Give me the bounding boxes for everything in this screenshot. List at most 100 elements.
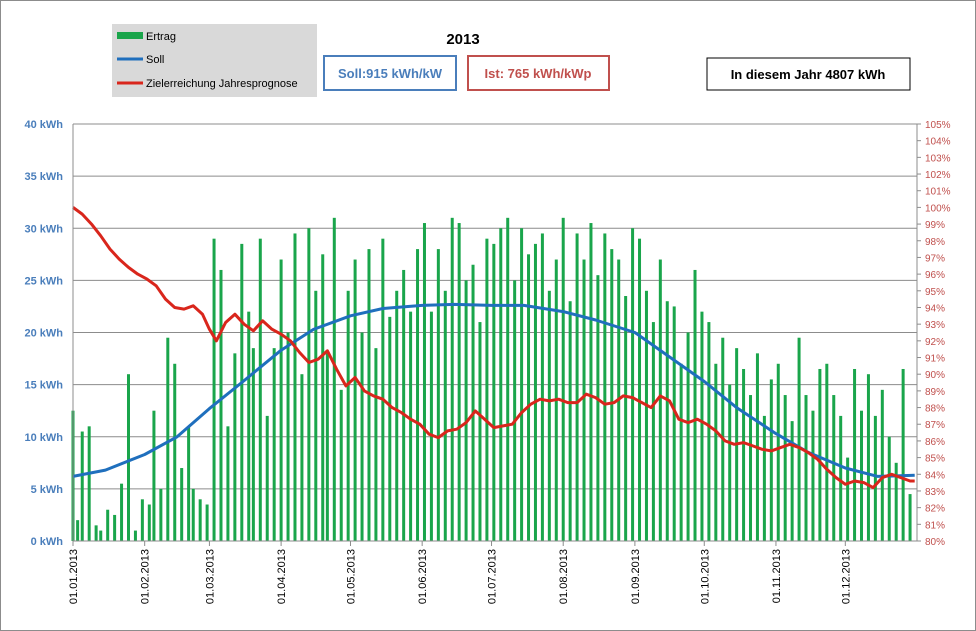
soll-line (72, 302, 915, 478)
ertrag-bar (804, 395, 808, 541)
chart-title: 2013 (446, 31, 479, 48)
ertrag-bar (409, 311, 413, 541)
ertrag-bar (624, 296, 628, 541)
ertrag-bar (251, 348, 255, 541)
ertrag-bar (527, 254, 531, 541)
ertrag-bar (533, 243, 537, 541)
x-tick-label: 01.02.2013 (140, 549, 152, 604)
right-tick-label: 94% (925, 303, 945, 314)
ist-box: Ist: 765 kWh/kWp (467, 55, 610, 91)
ertrag-bar (443, 290, 447, 541)
ertrag-bar (87, 426, 91, 541)
ertrag-bar (513, 280, 517, 541)
ertrag-bar (596, 275, 600, 541)
soll-box-text: Soll:915 kWh/kW (338, 66, 443, 81)
right-tick-label: 100% (925, 203, 951, 214)
right-tick-label: 96% (925, 270, 945, 281)
ertrag-bar (293, 233, 297, 541)
ertrag-bar (360, 332, 364, 541)
right-tick-label: 88% (925, 404, 945, 415)
legend-swatch-ertrag (117, 32, 143, 39)
legend: Ertrag Soll Zielerreichung Jahresprognos… (112, 24, 317, 97)
ertrag-bar (811, 410, 815, 541)
ertrag-bar (113, 514, 117, 541)
ertrag-bar (106, 509, 110, 541)
ertrag-bar (388, 316, 392, 541)
ertrag-bar (547, 290, 551, 541)
ertrag-bar (790, 421, 794, 541)
ertrag-bar (762, 415, 766, 541)
right-tick-label: 83% (925, 487, 945, 498)
ertrag-bar (700, 311, 704, 541)
x-axis-labels: 01.01.2013 01.02.2013 01.03.2013 01.04.2013… (68, 541, 852, 604)
ertrag-bar (658, 259, 662, 541)
ertrag-bar (797, 337, 801, 541)
ertrag-bar (457, 223, 461, 541)
left-tick-label: 20 kWh (24, 328, 63, 340)
ertrag-bar (853, 368, 857, 541)
ertrag-bar (832, 395, 836, 541)
ertrag-bar (783, 395, 787, 541)
ertrag-bar (665, 301, 669, 541)
ertrag-bar (402, 269, 406, 541)
ertrag-bar (686, 332, 690, 541)
ertrag-bar (860, 410, 864, 541)
x-tick-label: 01.03.2013 (204, 549, 216, 604)
ertrag-bar (191, 488, 195, 541)
ertrag-bar (219, 269, 223, 541)
legend-label-ertrag: Ertrag (146, 31, 176, 43)
ertrag-bar (374, 348, 378, 541)
ertrag-bar (279, 259, 283, 541)
ertrag-bar (908, 494, 912, 541)
ertrag-bar (159, 488, 163, 541)
ertrag-bar (582, 259, 586, 541)
ertrag-bar (742, 368, 746, 541)
ertrag-bar (325, 353, 329, 541)
ertrag-bar (485, 238, 489, 542)
ertrag-bar (314, 290, 318, 541)
soll-box: Soll:915 kWh/kW (323, 55, 457, 91)
ertrag-bar (679, 363, 683, 541)
series-lines (72, 206, 915, 490)
x-tick-label: 01.09.2013 (630, 549, 642, 604)
ertrag-bar (339, 389, 343, 541)
ertrag-bar (672, 306, 676, 541)
ertrag-bar (166, 337, 170, 541)
ertrag-bar (286, 332, 290, 541)
soll-box-frame (323, 55, 457, 91)
ertrag-bar (880, 389, 884, 541)
ertrag-bar (265, 415, 269, 541)
ertrag-bar (603, 233, 607, 541)
right-tick-label: 103% (925, 153, 951, 164)
right-tick-label: 101% (925, 187, 951, 198)
ertrag-bar (205, 504, 209, 541)
right-tick-label: 99% (925, 220, 945, 231)
ertrag-bar (233, 353, 237, 541)
ertrag-bar (94, 525, 98, 541)
right-axis-labels: 80% 81% 82% 83% 84% 85% 86% 87% 88% 89% 90% 91% 92% 9… (917, 120, 951, 548)
x-tick-label: 01.08.2013 (558, 549, 570, 604)
ertrag-bar (499, 228, 503, 541)
right-tick-label: 87% (925, 420, 945, 431)
legend-label-forecast: Zielerreichung Jahresprognose (146, 78, 298, 90)
x-tick-label: 01.10.2013 (699, 549, 711, 604)
ertrag-bar (126, 374, 130, 541)
ertrag-bar (866, 374, 870, 541)
ertrag-bar (80, 431, 84, 541)
x-tick-label: 01.01.2013 (68, 549, 80, 604)
ertrag-bar (901, 368, 905, 541)
ertrag-bar (120, 483, 124, 541)
ertrag-bars (71, 217, 912, 542)
ertrag-bar (471, 264, 475, 541)
ertrag-bar (540, 233, 544, 541)
ertrag-bar (492, 243, 496, 541)
ertrag-bar (416, 249, 420, 541)
ertrag-bar (589, 223, 593, 541)
ertrag-bar (707, 322, 711, 541)
ertrag-bar (610, 249, 614, 541)
ertrag-bar (818, 368, 822, 541)
ertrag-bar (198, 499, 202, 541)
ertrag-bar (346, 290, 350, 541)
ertrag-bar (226, 426, 230, 541)
x-tick-label: 01.05.2013 (346, 549, 358, 604)
